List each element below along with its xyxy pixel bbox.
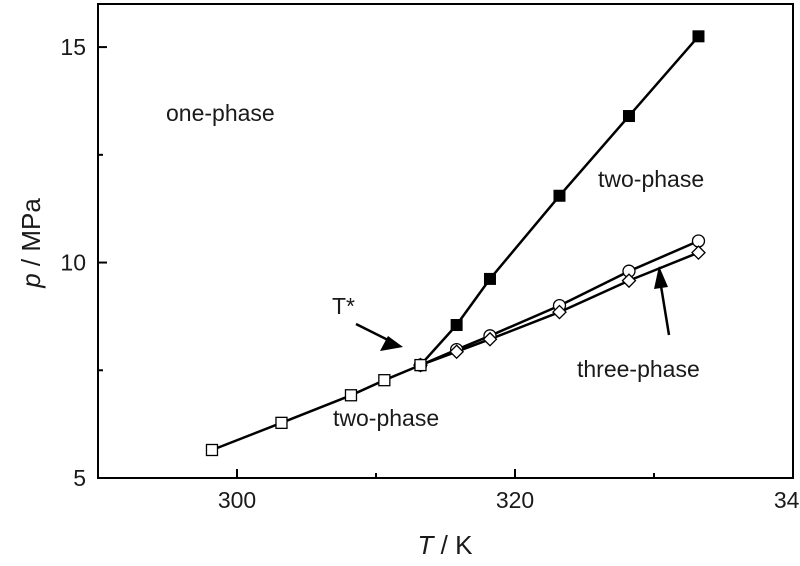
x-tick-label: 300	[218, 487, 256, 513]
data-point-open-diamond	[482, 331, 498, 347]
critical-point-arrow	[355, 322, 403, 351]
data-point-open-square	[414, 358, 427, 372]
region-label-two-phase-upper: two-phase	[598, 166, 704, 192]
data-point-open-diamond	[621, 273, 637, 289]
data-point-filled-square	[553, 189, 566, 202]
y-axis-variable: p	[16, 273, 46, 288]
critical-point-label: T*	[332, 293, 355, 319]
y-tick-label: 15	[60, 34, 86, 60]
three-phase-arrow	[654, 266, 671, 336]
x-tick-label: 340	[774, 487, 800, 513]
series-line-open-diamond	[420, 251, 699, 367]
data-point-filled-square	[483, 272, 496, 285]
data-point-filled-square	[692, 30, 705, 43]
data-point-open-square	[205, 443, 219, 457]
x-tick-label: 320	[496, 487, 534, 513]
series-lines	[211, 35, 700, 452]
y-axis-unit: / MPa	[16, 198, 46, 274]
tick-labels: 300 320 340 5 10 15	[60, 34, 800, 513]
axis-ticks	[98, 46, 794, 479]
data-point-open-square	[344, 389, 358, 402]
region-label-one-phase: one-phase	[166, 100, 275, 126]
y-tick-label: 10	[60, 250, 86, 276]
data-point-open-square	[275, 416, 288, 429]
y-axis-label: p / MPa	[16, 198, 46, 289]
data-point-open-diamond	[691, 245, 706, 261]
data-point-open-diamond	[552, 304, 567, 320]
data-point-open-circle	[691, 234, 706, 248]
series-markers	[205, 30, 706, 457]
x-axis-label: T / K	[418, 530, 474, 560]
region-label-two-phase-lower: two-phase	[333, 405, 439, 431]
data-point-filled-square	[622, 110, 635, 123]
series-line-filled-square	[419, 35, 700, 366]
data-point-open-square	[378, 374, 391, 387]
region-label-three-phase: three-phase	[577, 356, 700, 382]
data-point-open-diamond	[449, 344, 465, 360]
x-axis-variable: T	[418, 530, 436, 560]
x-axis-unit: / K	[433, 530, 473, 560]
data-point-filled-square	[450, 319, 463, 332]
y-tick-label: 5	[73, 465, 86, 491]
plot-frame	[97, 3, 794, 479]
